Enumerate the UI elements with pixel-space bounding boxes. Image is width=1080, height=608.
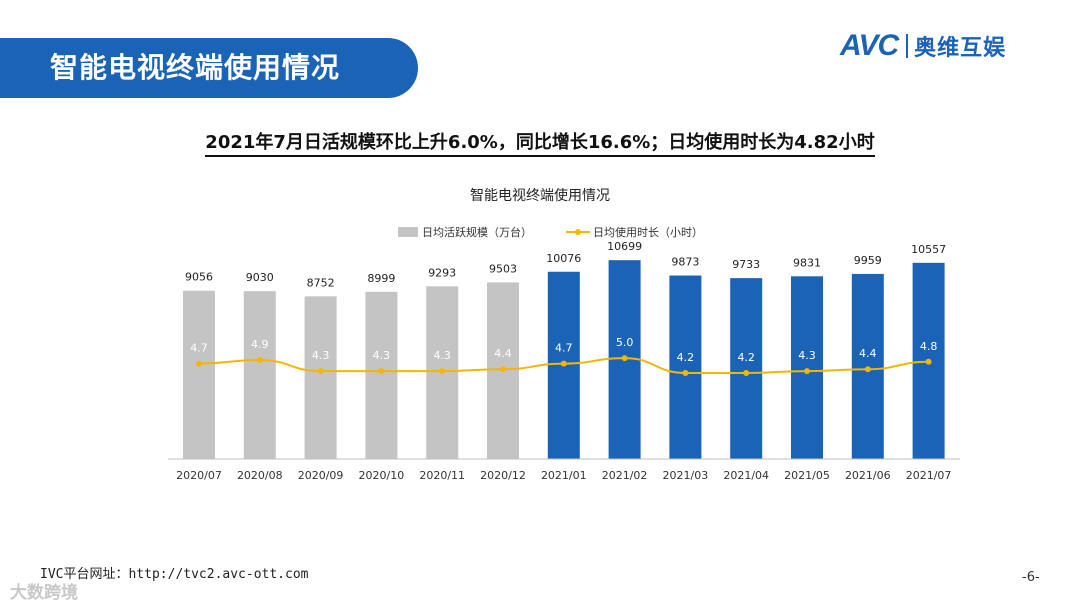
chart-title: 智能电视终端使用情况 <box>470 187 610 204</box>
bar-value-label: 9733 <box>732 258 760 271</box>
legend-label-bars: 日均活跃规模（万台） <box>422 225 532 239</box>
bar-2020-07 <box>183 290 215 459</box>
line-value-label: 4.3 <box>373 349 391 362</box>
legend-label-line: 日均使用时长（小时） <box>593 226 703 239</box>
x-tick-label: 2021/04 <box>723 469 769 482</box>
line-value-label: 4.2 <box>677 351 695 364</box>
title-banner: 智能电视终端使用情况 <box>0 38 418 98</box>
headline: 2021年7月日活规模环比上升6.0%，同比增长16.6%；日均使用时长为4.8… <box>0 128 1080 157</box>
page-number: -6- <box>1022 570 1040 585</box>
bar-value-label: 9959 <box>854 254 882 267</box>
line-value-label: 5.0 <box>616 336 634 349</box>
bar-value-label: 9030 <box>246 271 274 284</box>
x-tick-label: 2021/07 <box>906 469 952 482</box>
logo-name-cn: 奥维互娱 <box>914 36 1007 61</box>
logo-brand: AVC <box>840 29 899 62</box>
line-value-label: 4.9 <box>251 338 269 351</box>
line-value-label: 4.8 <box>920 340 938 353</box>
line-point <box>560 360 567 367</box>
avc-logo: AVC 奥维互娱 <box>840 28 1006 64</box>
line-point <box>743 369 750 376</box>
x-tick-label: 2020/09 <box>298 469 344 482</box>
line-point <box>378 368 385 375</box>
bar-2021-04 <box>730 278 763 459</box>
bar-value-label: 10076 <box>546 252 581 265</box>
line-point <box>864 366 871 373</box>
line-point <box>925 358 932 365</box>
bar-2020-08 <box>243 291 276 459</box>
x-tick-label: 2020/10 <box>359 469 405 482</box>
bar-value-label: 8999 <box>367 272 395 285</box>
page-title: 智能电视终端使用情况 <box>50 51 341 84</box>
line-value-label: 4.3 <box>433 349 451 362</box>
x-tick-label: 2021/02 <box>602 469 648 482</box>
bar-2021-05 <box>791 276 823 459</box>
line-point <box>256 356 263 363</box>
x-tick-label: 2021/03 <box>663 469 709 482</box>
x-tick-label: 2020/07 <box>176 469 222 482</box>
line-value-label: 4.3 <box>798 349 816 362</box>
bar-value-label: 9503 <box>489 262 517 275</box>
footer-url[interactable]: IVC平台网址：http://tvc2.avc-ott.com <box>40 567 309 582</box>
x-tick-label: 2020/08 <box>237 469 283 482</box>
legend-swatch-bars <box>398 227 418 237</box>
line-point <box>317 368 324 375</box>
line-value-label: 4.7 <box>190 342 208 355</box>
bar-value-label: 9293 <box>428 266 456 279</box>
line-point <box>682 369 689 376</box>
x-tick-label: 2020/12 <box>480 469 526 482</box>
bar-value-label: 8752 <box>307 276 335 289</box>
bar-value-label: 9873 <box>671 256 699 269</box>
x-tick-label: 2021/05 <box>784 469 830 482</box>
bar-value-label: 9056 <box>185 271 213 284</box>
x-tick-label: 2020/11 <box>419 469 465 482</box>
line-value-label: 4.4 <box>494 347 512 360</box>
line-point <box>621 355 628 362</box>
x-tick-label: 2021/01 <box>541 469 587 482</box>
line-point <box>196 360 202 367</box>
line-point <box>500 366 506 373</box>
headline-text: 2021年7月日活规模环比上升6.0%，同比增长16.6%；日均使用时长为4.8… <box>205 132 875 157</box>
x-tick-label: 2021/06 <box>845 469 891 482</box>
line-value-label: 4.2 <box>737 351 755 364</box>
line-value-label: 4.7 <box>555 342 573 355</box>
line-point <box>439 368 446 375</box>
watermark-text: 大数跨境 <box>10 583 78 603</box>
line-value-label: 4.3 <box>312 349 330 362</box>
bar-2020-09 <box>304 296 337 459</box>
logo-divider <box>906 34 909 58</box>
bar-value-label: 10699 <box>607 240 642 253</box>
bar-value-label: 9831 <box>793 256 821 269</box>
line-point <box>804 368 810 375</box>
line-value-label: 4.4 <box>859 347 877 360</box>
bar-2021-03 <box>669 275 702 459</box>
bar-2020-10 <box>365 291 398 459</box>
bar-value-label: 10557 <box>911 243 946 256</box>
legend-marker-line <box>575 229 581 235</box>
